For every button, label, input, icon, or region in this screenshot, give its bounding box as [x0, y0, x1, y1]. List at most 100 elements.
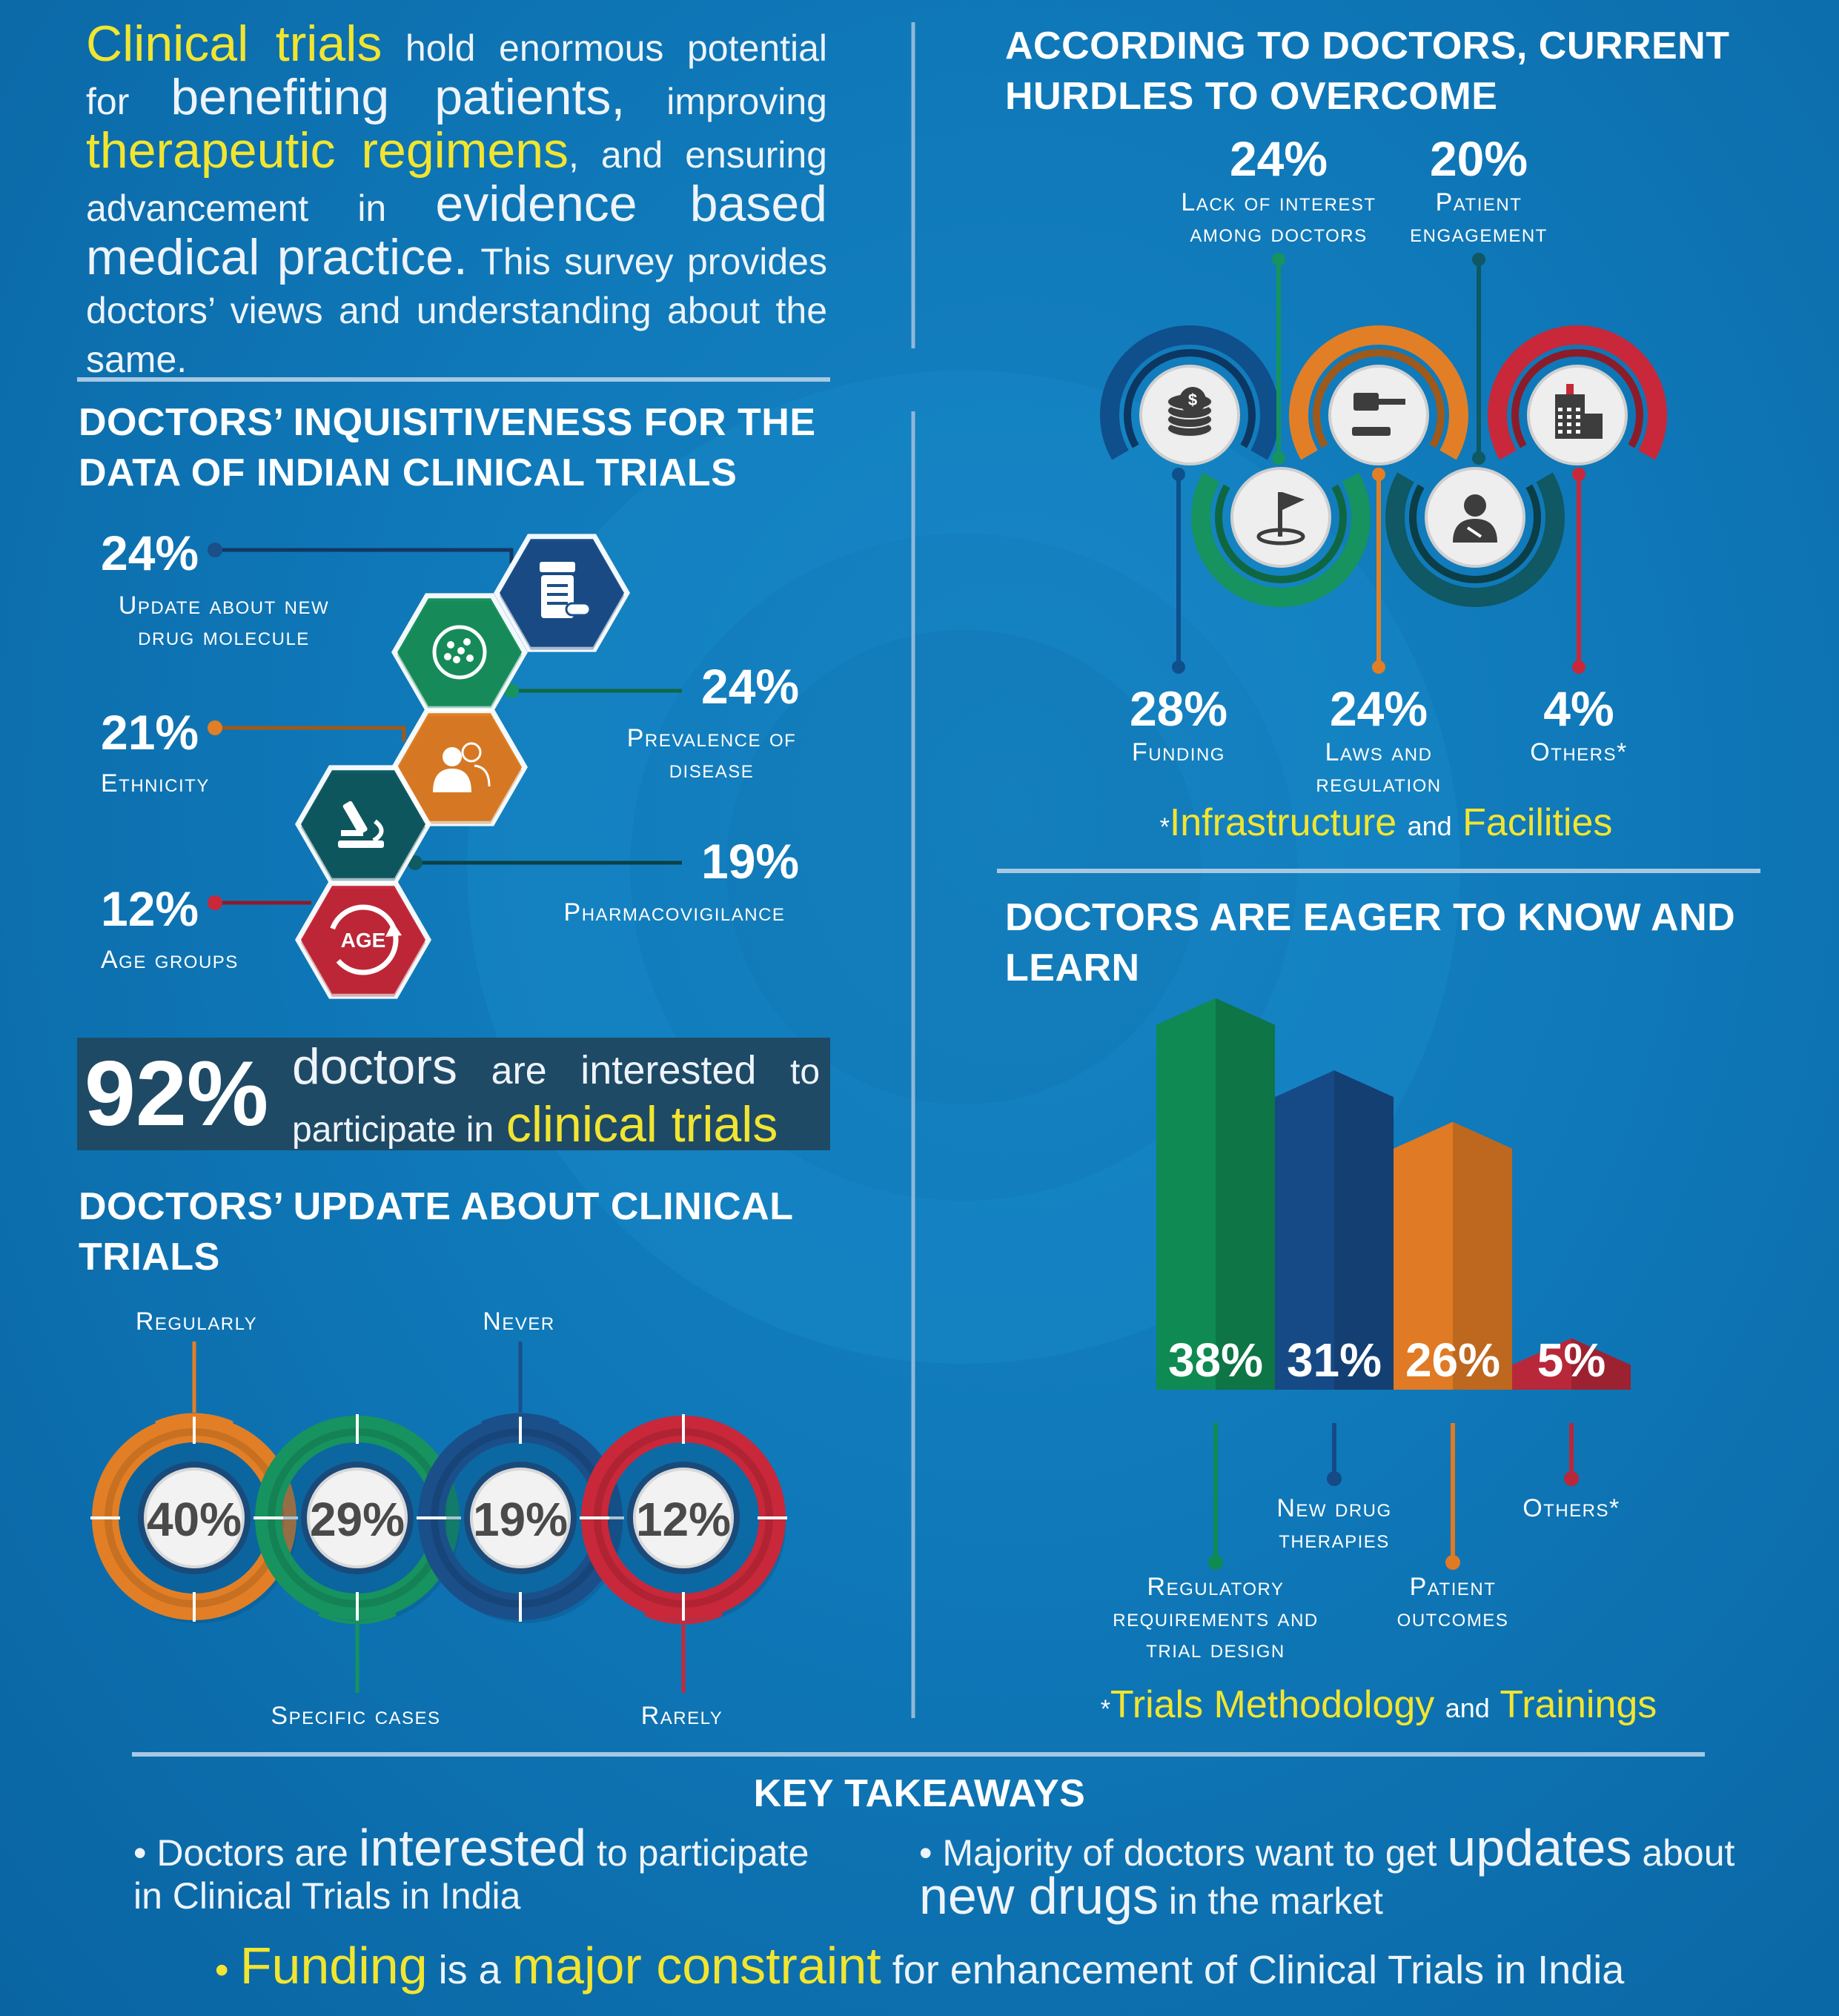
eager-pct-new-drug: 31%	[1287, 1333, 1382, 1387]
eager-bar-regulatory: 38%	[1156, 998, 1275, 1390]
hurdles-footnote-infrastructure: Infrastructure	[1169, 801, 1397, 844]
hurdle-dot-end-patient-engagement	[1472, 451, 1485, 465]
people-icon	[433, 742, 491, 792]
update-ring-rarely: 12%	[580, 1414, 787, 1623]
takeaway-3-text-b: for enhancement of Clinical Trials in In…	[892, 1948, 1625, 1992]
eager-footnote-trainings: Trainings	[1500, 1683, 1657, 1726]
inq-pct-age-groups: 12%	[101, 881, 199, 936]
inq-dot-prevalence	[504, 683, 519, 698]
takeaway-3: • Funding is a major constraint for enha…	[0, 1936, 1839, 2000]
update-pct-rarely: 12%	[636, 1493, 731, 1546]
inq-dot-age-groups	[208, 895, 222, 910]
interested-word-interested: interested	[580, 1048, 757, 1092]
inq-pct-pharmacovigilance: 19%	[701, 834, 800, 889]
inq-dot-ethnicity	[208, 720, 222, 735]
eager-bar-chart: 38% 31% 26% 5%	[1156, 998, 1631, 1570]
hurdle-label-funding: Funding	[1132, 738, 1225, 766]
hurdles-title: ACCORDING TO DOCTORS, CURRENT HURDLES TO…	[1005, 24, 1730, 118]
bacteria-icon	[432, 625, 487, 680]
update-bracket-never	[481, 1413, 560, 1425]
inq-label-ethnicity: Ethnicity	[101, 769, 210, 798]
takeaway-3-highlight-funding: Funding	[239, 1937, 428, 1995]
gavel-icon	[1352, 393, 1405, 436]
hurdles-footnote-star: *	[1159, 813, 1170, 841]
intro-highlight-therapeutic: therapeutic regimens	[86, 122, 569, 179]
hurdles-rings: $	[1100, 253, 1667, 674]
inq-label-prevalence: Prevalence of disease	[626, 724, 797, 783]
hurdle-ring-funding: $	[1100, 325, 1279, 465]
eager-footnote-methodology: Trials Methodology	[1110, 1683, 1435, 1726]
inq-connector-ethnicity	[215, 726, 406, 741]
interested-word-clinical-trials: clinical trials	[506, 1096, 778, 1153]
hurdle-pct-lack-of-interest: 24%	[1229, 131, 1328, 186]
eager-title: DOCTORS ARE EAGER TO KNOW AND LEARN	[1005, 896, 1736, 989]
takeaway-2-text-b: about	[1642, 1832, 1735, 1874]
eager-label-others: Others*	[1522, 1494, 1620, 1522]
intro-highlight-evidence: evidence based medical practice.	[86, 176, 827, 285]
coins-icon: $	[1167, 387, 1213, 437]
hurdle-label-laws: Laws and regulation	[1316, 738, 1442, 798]
intro-text-2: improving	[666, 81, 827, 122]
intro-highlight-benefiting: benefiting patients,	[170, 69, 626, 125]
hurdle-dot-end-laws	[1372, 660, 1385, 674]
eager-pct-patient-outcomes: 26%	[1405, 1333, 1500, 1387]
takeaway-1-bullet: •	[133, 1832, 147, 1874]
interested-word-are: are	[491, 1050, 547, 1092]
update-pct-never: 19%	[473, 1493, 568, 1546]
update-title: DOCTORS’ UPDATE ABOUT CLINICAL TRIALS	[79, 1185, 793, 1279]
hurdles-footnote-and: and	[1407, 811, 1452, 841]
inq-hexagon-ethnicity	[391, 708, 528, 826]
microscope-icon	[338, 800, 384, 848]
hurdle-ring-laws	[1289, 325, 1468, 465]
eager-bar-others: 5%	[1512, 1333, 1631, 1390]
update-label-never: Never	[483, 1307, 555, 1336]
update-bracket-regularly	[155, 1413, 233, 1425]
takeaway-2-highlight-new-drugs: new drugs	[919, 1867, 1159, 1925]
eager-bar-patient-outcomes: 26%	[1394, 1121, 1512, 1390]
intro-text-1: hold enormous potential for	[86, 27, 827, 122]
intro-highlight-clinical-trials: Clinical trials	[86, 16, 382, 72]
intro-text-4: This survey provides doctors’ views and …	[86, 241, 827, 380]
update-bracket-rarely	[644, 1612, 723, 1625]
inq-dot-pharmacovigilance	[408, 855, 423, 870]
inq-dot-drug-molecule	[208, 543, 222, 557]
eager-bar-new-drug: 31%	[1275, 1070, 1394, 1390]
takeaway-1-highlight: interested	[358, 1819, 587, 1877]
update-ring-regularly: 40%	[90, 1414, 298, 1623]
eager-dot-regulatory	[1208, 1555, 1223, 1570]
inq-hexagon-drug-molecule	[494, 534, 630, 652]
update-ring-never: 19%	[417, 1414, 624, 1623]
hurdle-pct-patient-engagement: 20%	[1429, 131, 1528, 186]
inq-hexagon-age-groups: AGE	[295, 881, 431, 999]
inq-hexagon-pharmacovigilance	[295, 765, 431, 883]
svg-text:$: $	[1188, 391, 1197, 409]
takeaway-2-highlight-updates: updates	[1447, 1819, 1632, 1877]
hurdle-dot-end-others	[1572, 660, 1585, 674]
update-label-regularly: Regularly	[135, 1307, 258, 1336]
eager-footnote-and: and	[1445, 1693, 1490, 1723]
eager-label-new-drug: New drug therapies	[1276, 1494, 1392, 1554]
inq-pct-ethnicity: 21%	[101, 705, 199, 760]
hurdle-dot-others	[1572, 468, 1585, 481]
hurdle-dot-lack-of-interest	[1272, 253, 1285, 266]
takeaway-1-text-b: to participate in Clinical Trials in Ind…	[133, 1832, 809, 1917]
eager-label-regulatory: Regulatory requirements and trial design	[1113, 1573, 1319, 1663]
update-bracket-specific-cases	[318, 1612, 397, 1625]
hospital-icon	[1555, 384, 1603, 439]
hurdle-label-others: Others*	[1530, 738, 1628, 766]
medicine-icon	[540, 562, 592, 618]
takeaway-1: • Doctors are interested to participate …	[133, 1822, 838, 1917]
takeaway-3-highlight-constraint: major constraint	[511, 1937, 881, 1995]
age-icon-label: AGE	[341, 929, 386, 952]
takeaway-3-bullet: •	[214, 1948, 229, 1992]
hurdle-ring-lack-of-interest	[1191, 467, 1371, 607]
hurdle-ring-others	[1488, 325, 1667, 465]
takeaways-title: KEY TAKEAWAYS	[753, 1772, 1086, 1815]
update-pct-regularly: 40%	[147, 1493, 242, 1546]
takeaway-2-bullet: •	[919, 1832, 932, 1874]
update-label-rarely: Rarely	[640, 1702, 723, 1730]
patient-icon	[1453, 494, 1497, 543]
inq-label-drug-molecule: Update about new drug molecule	[118, 591, 330, 651]
